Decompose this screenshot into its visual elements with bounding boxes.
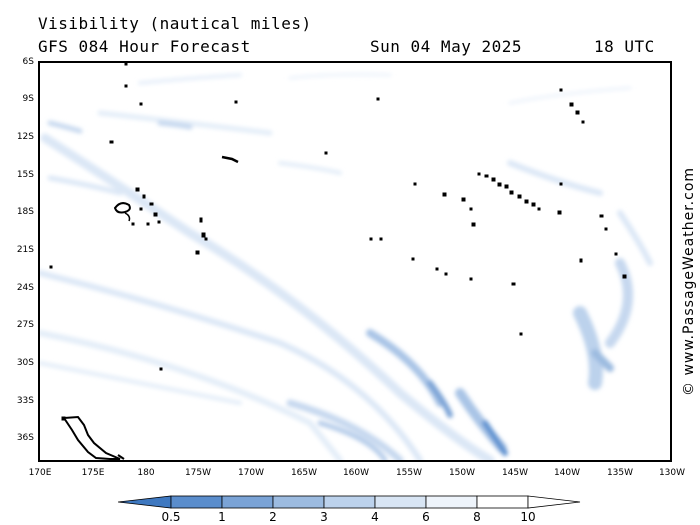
lat-label-6s: 6S <box>22 57 34 67</box>
colorbar-swatch <box>221 495 274 509</box>
lon-label-170e: 170E <box>28 468 52 478</box>
colorbar-swatch <box>374 495 427 509</box>
colorbar-label-6: 6 <box>422 510 430 524</box>
lat-label-36s: 36S <box>16 433 34 443</box>
colorbar-arrow-high <box>527 495 581 509</box>
lat-label-27s: 27S <box>16 320 34 330</box>
colorbar-swatch <box>425 495 478 509</box>
lon-label-155w: 155W <box>395 468 423 478</box>
lat-label-21s: 21S <box>16 245 34 255</box>
colorbar-label-10: 10 <box>520 510 536 524</box>
chart-title: Visibility (nautical miles) <box>38 14 312 33</box>
forecast-time: 18 UTC <box>594 37 655 56</box>
lon-label-175w: 175W <box>184 468 212 478</box>
lat-label-33s: 33S <box>16 396 34 406</box>
colorbar-swatch <box>476 495 529 509</box>
lon-label-170w: 170W <box>237 468 265 478</box>
colorbar-swatch <box>323 495 376 509</box>
lon-label-160w: 160W <box>342 468 370 478</box>
lon-label-175e: 175E <box>81 468 105 478</box>
lat-label-15s: 15S <box>16 170 34 180</box>
land-islands <box>49 63 627 460</box>
lon-label-130w: 130W <box>658 468 686 478</box>
colorbar-arrow-low <box>118 495 172 509</box>
lon-label-180: 180 <box>137 468 155 478</box>
credit-text: © www.PassageWeather.com <box>681 166 697 396</box>
forecast-date: Sun 04 May 2025 <box>370 37 522 56</box>
colorbar-label-8: 8 <box>473 510 481 524</box>
colorbar-swatch <box>170 495 223 509</box>
lon-label-135w: 135W <box>606 468 634 478</box>
lat-label-18s: 18S <box>16 207 34 217</box>
colorbar-label-4: 4 <box>371 510 379 524</box>
colorbar-legend <box>118 495 581 509</box>
forecast-label: GFS 084 Hour Forecast <box>38 37 251 56</box>
colorbar-swatch <box>272 495 325 509</box>
map-canvas <box>40 63 653 460</box>
colorbar-label-3: 3 <box>320 510 328 524</box>
lat-label-12s: 12S <box>16 132 34 142</box>
lon-label-165w: 165W <box>290 468 318 478</box>
lat-label-24s: 24S <box>16 283 34 293</box>
colorbar-label-0-5: 0.5 <box>161 510 181 524</box>
lon-label-150w: 150W <box>448 468 476 478</box>
visibility-map[interactable] <box>38 61 672 462</box>
lon-label-140w: 140W <box>553 468 581 478</box>
lon-label-145w: 145W <box>501 468 529 478</box>
lat-label-9s: 9S <box>22 94 34 104</box>
lat-label-30s: 30S <box>16 358 34 368</box>
colorbar-label-2: 2 <box>269 510 277 524</box>
colorbar-label-1: 1 <box>218 510 226 524</box>
fog-areas <box>40 72 653 460</box>
